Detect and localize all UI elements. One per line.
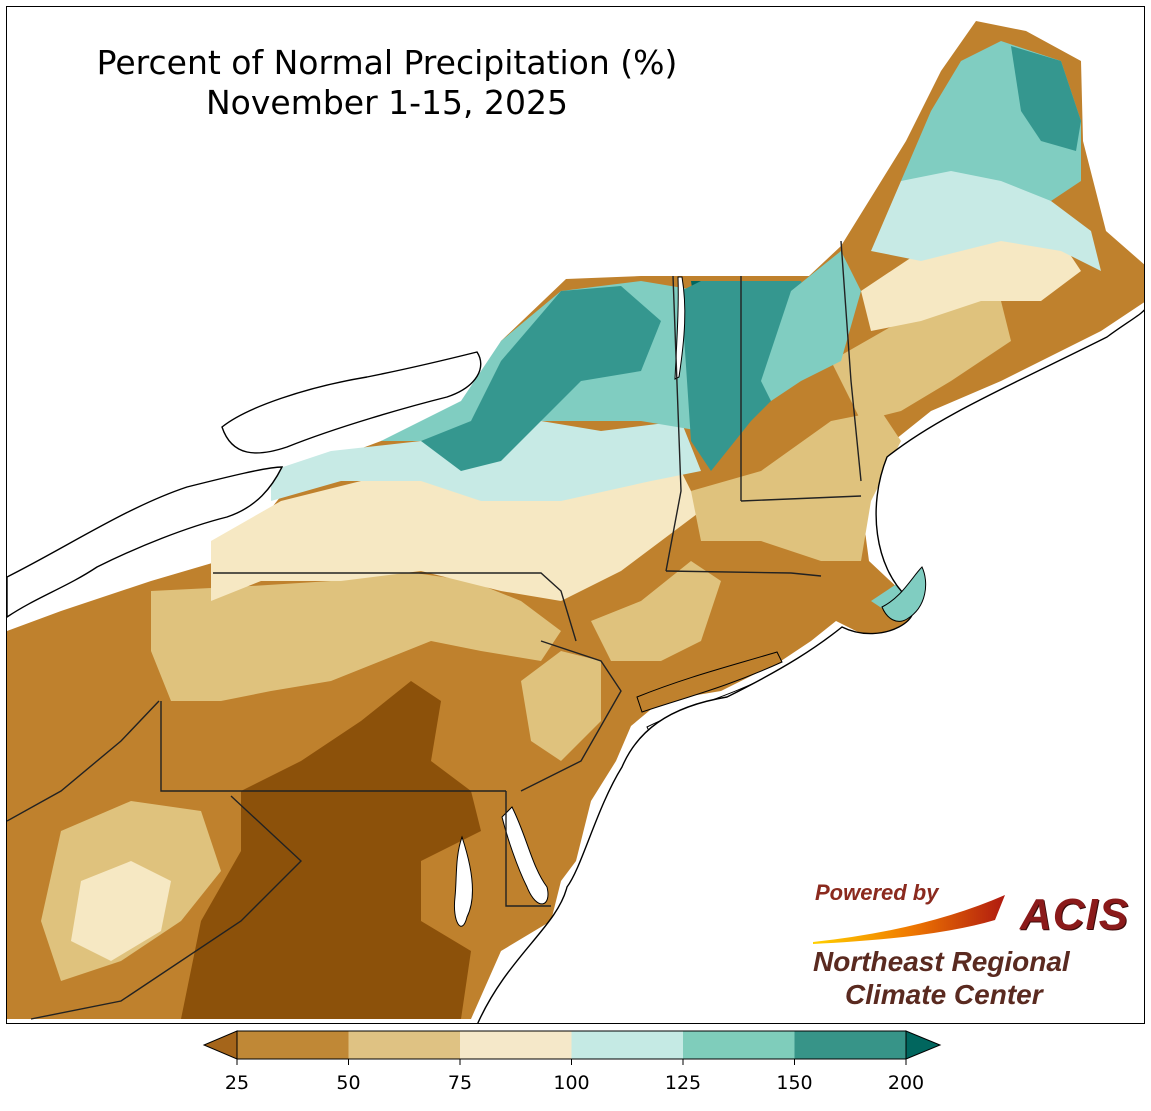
colorbar-segment-1: [237, 1031, 349, 1059]
lake-erie: [7, 466, 284, 618]
precipitation-map: [7, 21, 1144, 1023]
below-nh-south: [691, 411, 901, 561]
border-de-md: [505, 791, 551, 907]
acis-swoosh-icon: [813, 895, 1005, 944]
colorbar-tick-label-100: 100: [553, 1072, 589, 1094]
colorbar-segment-2: [348, 1031, 460, 1059]
lake-champlain: [674, 276, 686, 380]
near-below-ny-south: [211, 471, 701, 601]
chesapeake-bay: [453, 835, 473, 927]
border-pa-md: [160, 701, 506, 792]
acis-nrcc-logo: Powered by ACIS Northeast Regional Clima…: [805, 880, 1135, 1015]
colorbar-extend-min: [202, 1030, 238, 1060]
colorbar-tick-label-125: 125: [665, 1072, 701, 1094]
border-nh-me: [840, 240, 862, 482]
delaware-bay: [501, 806, 549, 905]
below-normal-pa-west: [151, 571, 561, 701]
colorbar-segment-3: [460, 1031, 572, 1059]
colorbar-tick-label-150: 150: [776, 1072, 812, 1094]
below-ma-east: [591, 561, 721, 661]
wet-maine-top: [1011, 46, 1081, 151]
border-wv-va: [30, 795, 303, 1020]
colorbar-segment-6: [794, 1031, 906, 1059]
border-ma-nh: [740, 495, 862, 502]
map-frame: Percent of Normal Precipitation (%) Nove…: [6, 6, 1145, 1024]
near-below-wv: [71, 861, 171, 961]
map-title: Percent of Normal Precipitation (%) Nove…: [47, 43, 727, 123]
long-island: [636, 651, 783, 713]
colorbar-extend-max: [905, 1030, 942, 1060]
powered-by-text: Powered by: [815, 880, 939, 905]
border-ny-vt-ma: [665, 275, 682, 572]
acis-text: ACIS: [1020, 890, 1130, 939]
above-nh-north: [761, 251, 861, 401]
colorbar-legend: 25 50 75 100 125 150 200: [202, 1030, 942, 1094]
near-above-maine-north: [871, 161, 1101, 271]
atlantic-ocean: [477, 309, 1144, 1023]
border-wv-oh: [7, 700, 160, 822]
lake-ontario: [221, 351, 482, 454]
colorbar-tick-label-25: 25: [225, 1072, 249, 1094]
colorbar-segment-5: [683, 1031, 795, 1059]
border-ny-pa: [213, 572, 577, 642]
colorbar-tick-label-200: 200: [888, 1072, 924, 1094]
title-line-2: November 1-15, 2025: [205, 83, 569, 122]
very-dry-pa-core: [181, 681, 481, 1019]
colorbar-tick-label-50: 50: [336, 1072, 360, 1094]
border-pa-nj: [520, 640, 622, 792]
org-name-line-2: Climate Center: [845, 979, 1043, 1010]
wet-adirondacks: [421, 286, 661, 471]
below-nj-north: [521, 651, 601, 761]
title-line-1: Percent of Normal Precipitation (%): [96, 43, 678, 82]
colorbar-segment-4: [571, 1031, 683, 1059]
org-name-line-1: Northeast Regional: [813, 946, 1070, 977]
below-maine-south: [831, 291, 1011, 421]
cape-cod: [881, 566, 927, 622]
colorbar-tick-label-75: 75: [448, 1072, 472, 1094]
border-ma-ct: [665, 570, 822, 577]
